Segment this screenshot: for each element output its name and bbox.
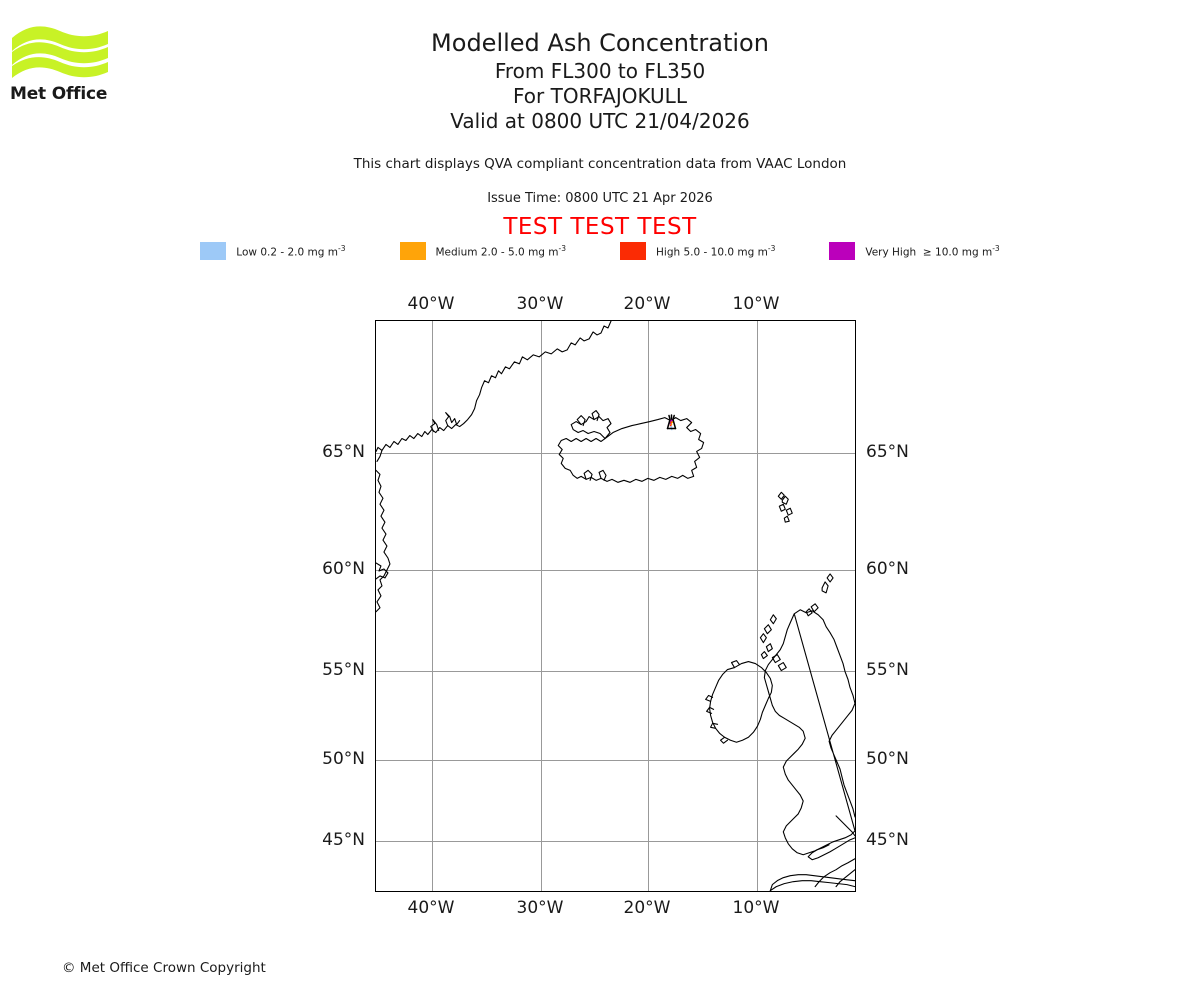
coastlines — [376, 321, 855, 891]
legend-item-low: Low 0.2 - 2.0 mg m-3 — [200, 242, 346, 260]
lon-label-bottom-3: 10°W — [732, 898, 780, 918]
gridline-lon-1 — [541, 321, 542, 891]
gridline-lat-4 — [376, 841, 855, 842]
lon-label-bottom-2: 20°W — [623, 898, 671, 918]
map-panel: 40°W 40°W 30°W 30°W 20°W 20°W 10°W 10°W 65°N 65°N… — [322, 294, 909, 918]
lon-label-bottom-1: 30°W — [516, 898, 564, 918]
lon-label-bottom-0: 40°W — [407, 898, 455, 918]
lon-label-top-1: 30°W — [516, 294, 564, 314]
lat-label-left-2: 55°N — [322, 660, 365, 680]
legend-item-very-high: Very High ≥ 10.0 mg m-3 — [829, 242, 1000, 260]
title-valid-time: Valid at 0800 UTC 21/04/2026 — [450, 109, 750, 133]
lat-label-right-3: 50°N — [866, 749, 909, 769]
qva-note: This chart displays QVA compliant concen… — [353, 156, 847, 172]
lat-label-right-1: 60°N — [866, 559, 909, 579]
lat-label-right-2: 55°N — [866, 660, 909, 680]
met-office-logo: Met Office — [10, 22, 120, 112]
logo-wordmark: Met Office — [10, 84, 108, 104]
legend-swatch-low — [200, 242, 227, 260]
gridline-lat-2 — [376, 671, 855, 672]
met-office-waves-icon — [12, 26, 108, 78]
legend-swatch-medium — [399, 242, 426, 260]
legend-item-high: High 5.0 - 10.0 mg m-3 — [620, 242, 775, 260]
page-title: Modelled Ash Concentration — [431, 29, 769, 57]
concentration-legend: Low 0.2 - 2.0 mg m-3 Medium 2.0 - 5.0 mg… — [0, 242, 1200, 260]
lat-label-left-3: 50°N — [322, 749, 365, 769]
gridline-lon-3 — [757, 321, 758, 891]
legend-label-very-high: Very High ≥ 10.0 mg m-3 — [865, 243, 1000, 259]
lat-label-left-4: 45°N — [322, 830, 365, 850]
lon-label-top-0: 40°W — [407, 294, 455, 314]
issue-time: Issue Time: 0800 UTC 21 Apr 2026 — [487, 191, 713, 206]
legend-swatch-very-high — [829, 242, 856, 260]
gridline-lon-2 — [648, 321, 649, 891]
legend-label-high: High 5.0 - 10.0 mg m-3 — [656, 243, 776, 259]
gridline-lat-0 — [376, 453, 855, 454]
title-block: Modelled Ash Concentration From FL300 to… — [0, 28, 1200, 134]
gridline-lat-3 — [376, 760, 855, 761]
map-frame — [375, 320, 856, 892]
lat-label-right-4: 45°N — [866, 830, 909, 850]
gridline-lat-1 — [376, 570, 855, 571]
lon-label-top-2: 20°W — [623, 294, 671, 314]
legend-label-medium: Medium 2.0 - 5.0 mg m-3 — [435, 243, 567, 259]
title-flight-levels: From FL300 to FL350 — [494, 59, 706, 83]
legend-item-medium: Medium 2.0 - 5.0 mg m-3 — [399, 242, 567, 260]
lon-label-top-3: 10°W — [732, 294, 780, 314]
test-banner: TEST TEST TEST — [503, 214, 697, 240]
lat-label-right-0: 65°N — [866, 442, 909, 462]
lat-label-left-1: 60°N — [322, 559, 365, 579]
title-volcano: For TORFAJOKULL — [513, 84, 687, 108]
lat-label-left-0: 65°N — [322, 442, 365, 462]
copyright-notice: © Met Office Crown Copyright — [62, 960, 266, 976]
legend-label-low: Low 0.2 - 2.0 mg m-3 — [236, 243, 346, 259]
legend-swatch-high — [620, 242, 647, 260]
volcano-icon — [666, 414, 677, 431]
gridline-lon-0 — [432, 321, 433, 891]
